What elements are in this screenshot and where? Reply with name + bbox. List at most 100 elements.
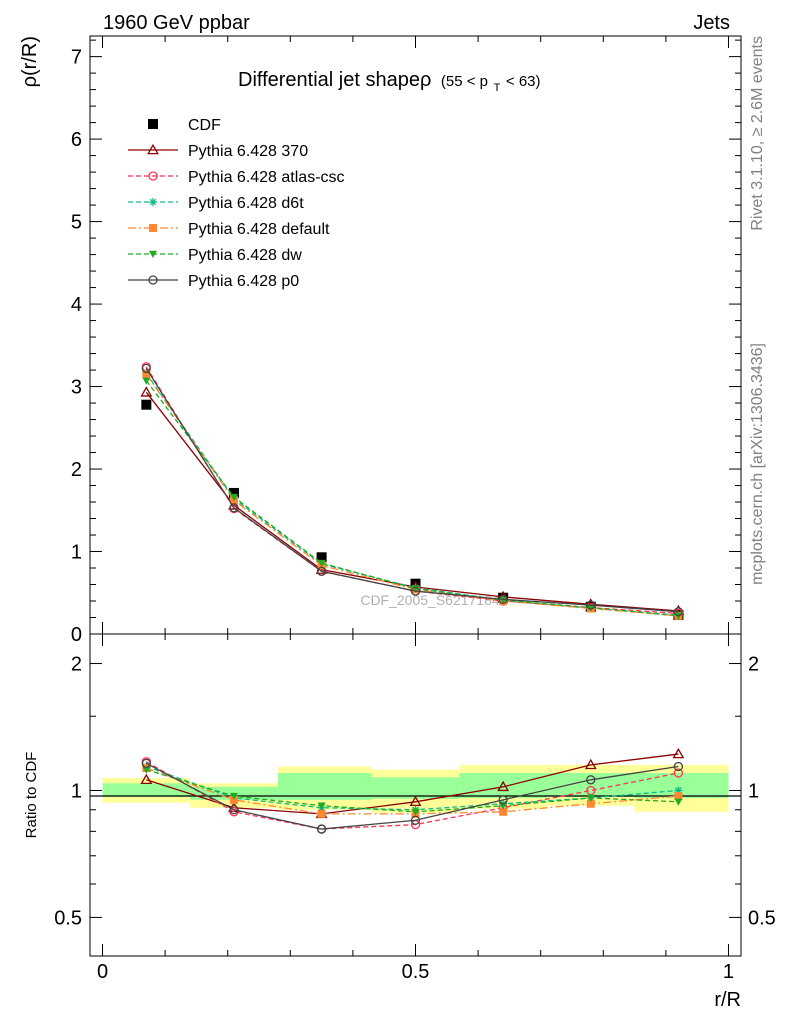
main-series-5 (142, 377, 683, 620)
main-y-tick-label: 1 (71, 542, 82, 564)
header-right: Jets (693, 12, 730, 34)
legend-entry: Pythia 6.428 p0 (128, 273, 299, 290)
legend-entry: Pythia 6.428 atlas-csc (128, 169, 345, 186)
ratio-data-point (317, 809, 326, 818)
ratio-data-point (141, 758, 151, 768)
data-point (142, 370, 151, 379)
data-point (316, 566, 327, 576)
ratio-data-point (673, 761, 684, 772)
ratio-data-point (674, 798, 683, 806)
legend-entry: Pythia 6.428 370 (128, 143, 308, 160)
rivet-label: Rivet 3.1.10, ≥ 2.6M events (749, 36, 766, 231)
title-range: (55 < p (441, 73, 488, 90)
ratio-data-point (673, 768, 684, 778)
legend-marker (149, 198, 157, 206)
ratio-data-point (674, 792, 683, 801)
main-y-tick-labels: 0 1 2 3 4 5 6 7 (71, 47, 82, 646)
legend-marker (148, 119, 158, 129)
legend-label: Pythia 6.428 d6t (188, 195, 304, 212)
data-point (498, 594, 508, 605)
data-point (229, 493, 238, 502)
legend-label: Pythia 6.428 p0 (188, 273, 299, 290)
x-tick-label: 0 (97, 961, 108, 983)
main-y-tick-label: 4 (71, 294, 82, 316)
legend-label: Pythia 6.428 dw (188, 247, 302, 264)
data-point (228, 487, 239, 498)
mcplots-label: mcplots.cern.ch [arXiv:1306.3436] (749, 343, 766, 585)
legend-marker (149, 250, 157, 258)
ratio-data-point (229, 805, 239, 815)
main-series-6 (141, 363, 684, 617)
legend-entry: Pythia 6.428 d6t (128, 195, 304, 212)
ratio-grid (90, 634, 741, 956)
legend-entry: Pythia 6.428 default (128, 221, 330, 238)
ratio-data-point (140, 773, 153, 785)
legend-marker (148, 171, 158, 181)
header-left: 1960 GeV ppbar (103, 12, 250, 34)
ratio-data-point (672, 747, 685, 759)
main-series-line (145, 368, 679, 613)
data-point (140, 386, 153, 397)
ratio-y-tick-label-left: 2 (71, 654, 82, 676)
main-y-axis-label: ρ(r/R) (19, 36, 41, 87)
legend-marker (147, 143, 159, 155)
legend-entry: Pythia 6.428 dw (128, 247, 302, 264)
x-axis-label: r/R (714, 989, 741, 1011)
ratio-data-point (497, 780, 510, 792)
ratio-y-tick-label-right: 0.5 (748, 907, 776, 929)
ratio-data-point (499, 802, 508, 810)
legend: CDF Pythia 6.428 370 Pythia 6.428 atlas-cs… (128, 117, 345, 290)
ratio-data-point (586, 794, 595, 802)
main-y-tick-label: 7 (71, 47, 82, 69)
ratio-data-point (229, 792, 238, 801)
data-point (229, 503, 239, 513)
ratio-y-tick-label-left: 0.5 (54, 907, 82, 929)
uncertainty-band-inner (371, 777, 460, 799)
data-point (586, 604, 595, 612)
ratio-y-tick-label-left: 1 (71, 780, 82, 802)
legend-label: Pythia 6.428 atlas-csc (188, 169, 345, 186)
data-point (316, 552, 327, 563)
legend-label: Pythia 6.428 default (188, 221, 330, 238)
title-main: Differential jet shapeρ (238, 69, 431, 91)
data-point (317, 559, 326, 568)
data-point (673, 607, 684, 617)
ratio-y-tick-labels: 0.5 0.5 1 1 2 2 (54, 654, 776, 930)
data-point (142, 377, 151, 385)
ratio-series-4 (142, 766, 683, 816)
title-subscript: T (494, 82, 501, 94)
svg-text:Differential jet shapeρ: Differential jet shapeρ (55 < p T < 63) (238, 69, 541, 96)
x-tick-label: 1 (723, 961, 734, 983)
main-series-line (145, 391, 679, 612)
main-y-tick-label: 3 (71, 377, 82, 399)
legend-marker (149, 224, 157, 232)
ratio-data-point (411, 808, 420, 816)
ratio-data-point (499, 807, 508, 816)
data-point (141, 399, 152, 410)
main-grid (90, 36, 741, 635)
main-title: Differential jet shapeρ (55 < p T < 63) (238, 69, 541, 96)
main-y-tick-label: 6 (71, 129, 82, 151)
ratio-data-point (586, 775, 596, 785)
legend-marker (148, 275, 158, 285)
ratio-y-axis-label: Ratio to CDF (23, 752, 40, 839)
ratio-data-point (586, 799, 595, 808)
ratio-series-line (146, 762, 679, 830)
legend-label: CDF (188, 117, 221, 134)
x-tick-labels: 0 0.5 1 (97, 961, 734, 983)
title-tail: < 63) (506, 73, 541, 90)
ratio-data-point (142, 766, 151, 774)
main-series (140, 362, 685, 621)
uncertainty-band-inner (546, 773, 635, 797)
data-point (141, 363, 151, 374)
ratio-y-tick-label-right: 2 (748, 654, 759, 676)
uncertainty-band-inner (277, 773, 372, 800)
data-point (410, 578, 421, 589)
ratio-data-point (316, 824, 327, 834)
ratio-y-tick-label-right: 1 (748, 780, 759, 802)
legend-entry: CDF (148, 117, 221, 134)
ratio-data-point (584, 758, 597, 770)
ratio-data-point (409, 795, 422, 807)
